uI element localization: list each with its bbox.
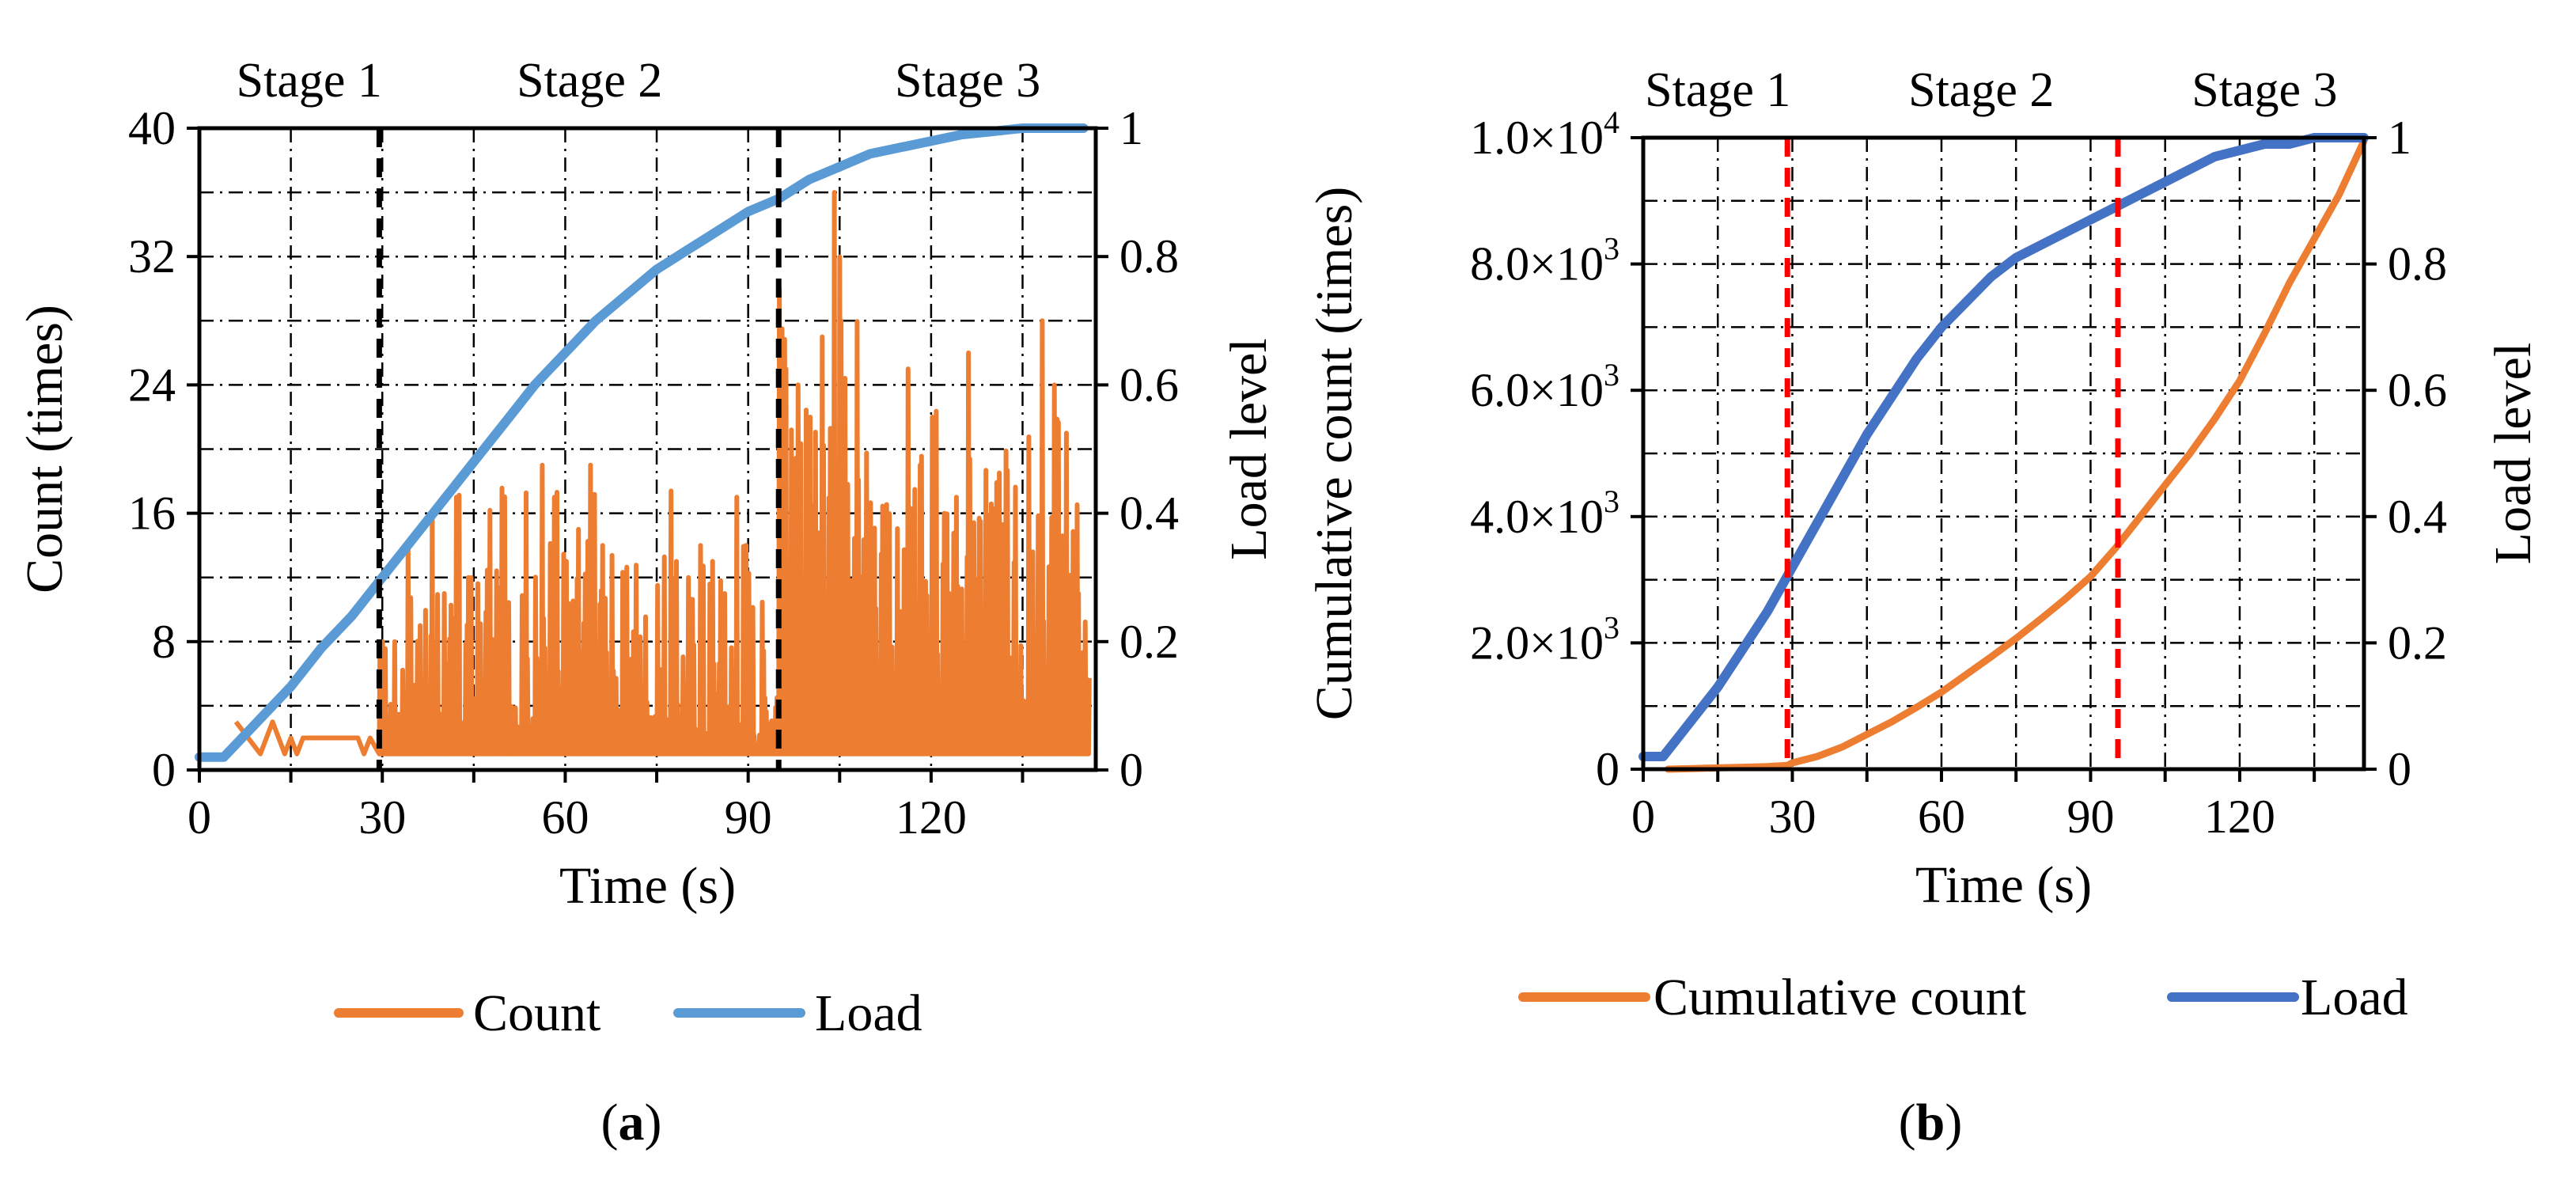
y-tick-label-base: 4.0×10: [1470, 491, 1604, 543]
y-tick-label-base: 0: [1596, 743, 1619, 795]
y2-axis-title: Load level: [2484, 343, 2542, 564]
y2-tick-label: 0.4: [2388, 491, 2447, 543]
y-tick-label: 32: [128, 230, 176, 283]
y-axis-title: Cumulative count (times): [1305, 187, 1363, 721]
x-tick-label: 0: [188, 791, 211, 844]
y-tick-label: 16: [128, 487, 176, 540]
y-tick-label: 0: [1596, 743, 1619, 795]
load-series-line: [195, 123, 1089, 762]
x-tick-label: 90: [725, 791, 772, 844]
panel-letter-close: ): [1945, 1094, 1962, 1151]
y-tick-label-base: 1.0×10: [1470, 112, 1604, 164]
y-tick-label-exponent: 3: [1604, 357, 1619, 393]
x-axis-title: Time (s): [1915, 856, 2092, 914]
x-tick-label: 90: [2066, 791, 2114, 843]
y-tick-label: 1.0×104: [1470, 104, 1619, 164]
x-tick-label: 30: [358, 791, 406, 844]
stage-label: Stage 3: [2191, 63, 2337, 117]
y-tick-label-base: 6.0×10: [1470, 364, 1604, 416]
y2-tick-label: 0: [1119, 744, 1143, 796]
x-tick-label: 60: [1918, 791, 1965, 843]
legend-label: Load: [2301, 969, 2408, 1026]
legend-label: Load: [815, 984, 922, 1042]
panel-letter: (a): [601, 1094, 662, 1151]
panel-letter-text: b: [1916, 1094, 1945, 1151]
y-tick-label: 40: [128, 102, 176, 154]
x-tick-label: 120: [896, 791, 967, 844]
y-tick-label-exponent: 3: [1604, 484, 1619, 519]
legend-label: Cumulative count: [1654, 969, 2026, 1026]
y2-tick-label: 0.8: [2388, 238, 2447, 290]
y-tick-label: 6.0×103: [1470, 357, 1619, 416]
stage-label: Stage 2: [517, 54, 662, 108]
panel-letter-text: a: [619, 1094, 645, 1151]
panel-letter-open: (: [601, 1094, 619, 1151]
cumulative-count-series-line: [1664, 137, 2368, 773]
y-tick-label-base: 2.0×10: [1470, 616, 1604, 669]
panel-letter: (b): [1899, 1094, 1963, 1151]
y2-tick-label: 0.6: [1119, 358, 1179, 411]
stage-label: Stage 1: [1645, 63, 1790, 117]
y2-tick-label: 0.2: [1119, 616, 1179, 668]
x-tick-label: 120: [2204, 791, 2275, 843]
panel-a: 0 30 60 90 120 0 8 16 24 32 40 0 0.2 0.4 0.6 0.8 1 Stage …: [16, 54, 1278, 1151]
panel-letter-close: ): [645, 1094, 662, 1151]
y2-tick-label: 0.4: [1119, 487, 1179, 540]
count-series-line: [233, 190, 1092, 757]
y-tick-label-exponent: 3: [1604, 231, 1619, 267]
y2-axis-title: Load level: [1220, 338, 1278, 559]
y2-tick-label: 1: [1119, 102, 1143, 154]
panel-b: 0 30 60 90 12002.0×1034.0×1036.0×1038.0×1031…: [1305, 63, 2542, 1151]
y-tick-label-exponent: 3: [1604, 609, 1619, 645]
x-axis-title: Time (s): [559, 857, 736, 915]
panel-letter-open: (: [1899, 1094, 1916, 1151]
y-tick-label: 2.0×103: [1470, 609, 1619, 669]
x-tick-label: 0: [1631, 791, 1655, 843]
y-tick-label: 8: [152, 616, 176, 668]
plot-frame: [1641, 135, 2366, 772]
y2-tick-label: 0.8: [1119, 230, 1179, 283]
y2-tick-label: 0.6: [2388, 364, 2447, 416]
y2-tick-label: 1: [2388, 112, 2411, 164]
y-tick-label-exponent: 4: [1604, 104, 1619, 140]
y2-tick-label: 0: [2388, 743, 2411, 795]
y-tick-label-base: 8.0×10: [1470, 238, 1604, 290]
y-tick-label: 0: [152, 744, 176, 796]
stage-label: Stage 2: [1908, 63, 2054, 117]
x-tick-label: 30: [1768, 791, 1816, 843]
stage-label: Stage 3: [895, 54, 1040, 108]
y-tick-label: 8.0×103: [1470, 231, 1619, 290]
y-tick-label: 24: [128, 358, 176, 411]
legend-label: Count: [473, 984, 600, 1042]
load-series-line: [1638, 133, 2369, 761]
y2-tick-label: 0.2: [2388, 616, 2447, 669]
stage-label: Stage 1: [237, 54, 382, 108]
plot-frame: [197, 126, 1098, 772]
y-axis-title: Count (times): [16, 305, 74, 594]
x-tick-label: 60: [541, 791, 589, 844]
y-tick-label: 4.0×103: [1470, 484, 1619, 543]
